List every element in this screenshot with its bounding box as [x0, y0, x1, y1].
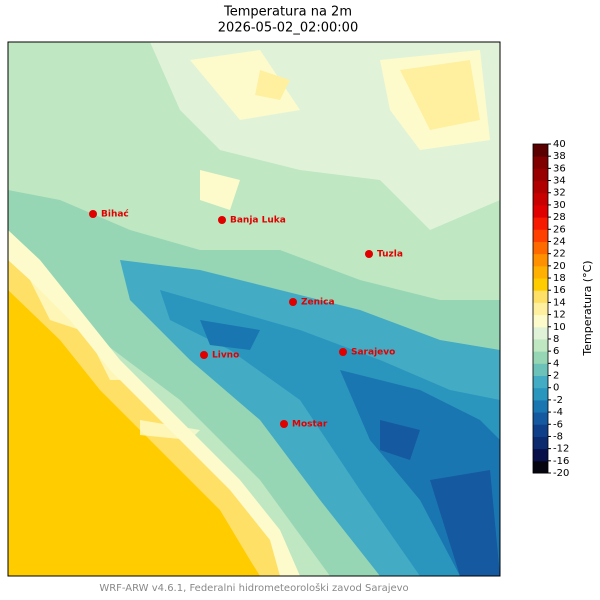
colorbar-tick-label: 10 — [553, 322, 566, 333]
colorbar-segment — [533, 375, 548, 389]
city-label: Bihać — [101, 209, 129, 220]
colorbar-tick-label: -6 — [553, 419, 563, 430]
colorbar-tick-label: 16 — [553, 285, 566, 296]
colorbar-segment — [533, 460, 548, 474]
colorbar-tick-label: -8 — [553, 431, 563, 442]
colorbar-tick-label: 2 — [553, 371, 559, 382]
colorbar-segment — [533, 265, 548, 279]
colorbar-segment — [533, 302, 548, 316]
colorbar-segment — [533, 156, 548, 169]
city-label: Zenica — [301, 298, 335, 308]
colorbar-segment — [533, 217, 548, 230]
city-label: Banja Luka — [230, 216, 286, 226]
colorbar-tick-label: 36 — [553, 163, 566, 174]
colorbar-segment — [533, 180, 548, 194]
colorbar-segment — [533, 399, 548, 413]
colorbar-tick-label: 4 — [553, 358, 559, 369]
colorbar-segment — [533, 448, 548, 462]
colorbar-tick-label: 20 — [553, 261, 566, 272]
colorbar-tick-label: 12 — [553, 310, 566, 321]
city-marker — [289, 298, 297, 306]
colorbar-tick-label: 14 — [553, 297, 566, 308]
city-marker — [200, 351, 208, 359]
colorbar-segment — [533, 229, 548, 242]
city-label: Livno — [212, 351, 239, 361]
colorbar-segment — [533, 168, 548, 182]
colorbar-segment — [533, 278, 548, 291]
cities: Bihać Banja Luka Tuzla Zenica Livno Sarajevo M… — [89, 209, 403, 430]
colorbar-segment — [533, 412, 548, 425]
colorbar-tick-label: -12 — [553, 444, 569, 455]
colorbar-tick-label: 38 — [553, 151, 566, 162]
colorbar-segment — [533, 144, 548, 157]
colorbar: -20-16-12-8-6-4-202468101214161820222426… — [532, 139, 569, 479]
colorbar-tick-label: 0 — [553, 383, 559, 394]
colorbar-segment — [533, 192, 548, 206]
colorbar-segment — [533, 290, 548, 303]
colorbar-tick-label: 30 — [553, 200, 566, 211]
colorbar-tick-label: 22 — [553, 249, 566, 260]
colorbar-tick-label: 18 — [553, 273, 566, 284]
subtitle: 2026-05-02_02:00:00 — [218, 21, 358, 36]
colorbar-segment — [533, 253, 548, 267]
colorbar-tick-label: -20 — [553, 468, 569, 479]
colorbar-tick-label: -4 — [553, 407, 563, 418]
colorbar-tick-label: 6 — [553, 346, 559, 357]
city-marker — [280, 420, 288, 428]
city-marker — [339, 348, 347, 356]
colorbar-frame — [532, 143, 549, 474]
colorbar-segment — [533, 241, 548, 255]
colorbar-segment — [533, 326, 548, 340]
colorbar-segment — [533, 363, 548, 377]
colorbar-tick-label: 24 — [553, 236, 566, 247]
colorbar-label: Temperatura (°C) — [581, 260, 594, 356]
city-marker — [218, 216, 226, 224]
colorbar-tick-label: 34 — [553, 176, 566, 187]
colorbar-tick-label: 40 — [553, 139, 566, 150]
colorbar-segment — [533, 436, 548, 450]
temperature-field — [8, 42, 500, 576]
colorbar-tick-label: 28 — [553, 212, 566, 223]
colorbar-segment — [533, 351, 548, 364]
colorbar-tick-label: 8 — [553, 334, 559, 345]
colorbar-segment — [533, 338, 548, 352]
map-frame — [7, 41, 501, 577]
city-label: Sarajevo — [351, 348, 395, 358]
colorbar-tick-label: 32 — [553, 188, 566, 199]
city-label: Mostar — [292, 420, 328, 430]
colorbar-tick-label: -16 — [553, 456, 569, 467]
colorbar-segment — [533, 204, 548, 218]
colorbar-segment — [533, 424, 548, 437]
title: Temperatura na 2m — [223, 5, 352, 20]
city-label: Tuzla — [377, 250, 403, 260]
city-marker — [89, 210, 97, 218]
colorbar-segment — [533, 387, 548, 401]
city-marker — [365, 250, 373, 258]
colorbar-segment — [533, 314, 548, 328]
footer: WRF-ARW v4.6.1, Federalni hidrometeorolo… — [99, 582, 408, 594]
colorbar-tick-label: -2 — [553, 395, 563, 406]
colorbar-tick-label: 26 — [553, 224, 566, 235]
